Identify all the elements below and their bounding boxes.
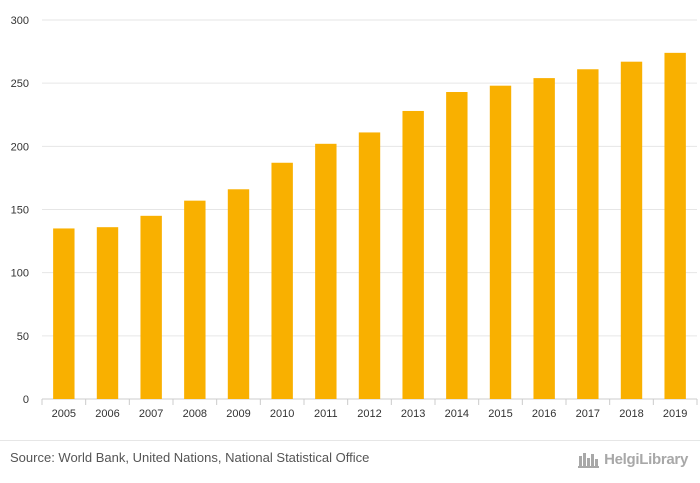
bar (533, 78, 555, 399)
x-tick-label: 2007 (139, 408, 163, 420)
helgi-library-logo-icon (578, 450, 600, 468)
bar (664, 52, 686, 399)
footer-divider (0, 440, 700, 441)
source-note: Source: World Bank, United Nations, Nati… (10, 450, 370, 465)
y-tick-label: 200 (11, 141, 29, 153)
x-tick-label: 2017 (576, 408, 600, 420)
x-tick-label: 2011 (314, 408, 338, 420)
bar (446, 92, 468, 399)
x-tick-label: 2006 (95, 408, 119, 420)
y-tick-label: 100 (11, 268, 29, 280)
y-tick-label: 0 (23, 394, 29, 406)
x-tick-label: 2018 (619, 408, 643, 420)
bar-chart: 0 50 100 150 200 250 300 2005 2006 2007 2008 2009 20… (11, 15, 698, 420)
brand-name: HelgiLibrary (604, 450, 688, 468)
bar (620, 61, 643, 399)
y-tick-label: 150 (11, 205, 29, 217)
brand-logo[interactable]: HelgiLibrary (578, 448, 688, 470)
x-tick-label: 2014 (445, 408, 469, 420)
bar (184, 200, 206, 399)
bar (53, 228, 75, 399)
x-tick-label: 2019 (663, 408, 687, 420)
bar (315, 143, 337, 399)
x-tick-label: 2009 (226, 408, 250, 420)
bar (227, 189, 250, 399)
x-tick-label: 2010 (270, 408, 294, 420)
y-tick-label: 300 (11, 15, 29, 27)
chart-area: 0 50 100 150 200 250 300 2005 2006 2007 2008 2009 20… (11, 15, 698, 420)
chart-footer: Source: World Bank, United Nations, Nati… (0, 440, 700, 483)
bar (358, 132, 381, 400)
bar (96, 227, 119, 399)
bar (577, 69, 599, 400)
bar (140, 215, 162, 399)
y-tick-label: 250 (11, 78, 29, 90)
x-tick-label: 2015 (488, 408, 512, 420)
y-tick-label: 50 (17, 331, 29, 343)
x-tick-label: 2012 (357, 408, 381, 420)
bar (271, 162, 293, 399)
x-tick-label: 2013 (401, 408, 425, 420)
x-tick-label: 2008 (183, 408, 207, 420)
bar (402, 110, 424, 400)
bar (489, 85, 512, 400)
x-tick-label: 2005 (52, 408, 76, 420)
x-tick-label: 2016 (532, 408, 556, 420)
